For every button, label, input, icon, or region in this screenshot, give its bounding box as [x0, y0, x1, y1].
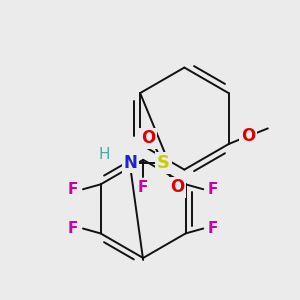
- Text: F: F: [68, 221, 78, 236]
- Text: O: O: [241, 127, 255, 145]
- Text: O: O: [170, 178, 184, 196]
- Text: H: H: [98, 147, 110, 162]
- Text: F: F: [68, 182, 78, 197]
- Text: N: N: [123, 154, 137, 172]
- Text: F: F: [208, 221, 218, 236]
- Text: O: O: [141, 129, 155, 147]
- Text: F: F: [208, 182, 218, 197]
- Text: S: S: [157, 154, 170, 172]
- Text: F: F: [138, 180, 148, 195]
